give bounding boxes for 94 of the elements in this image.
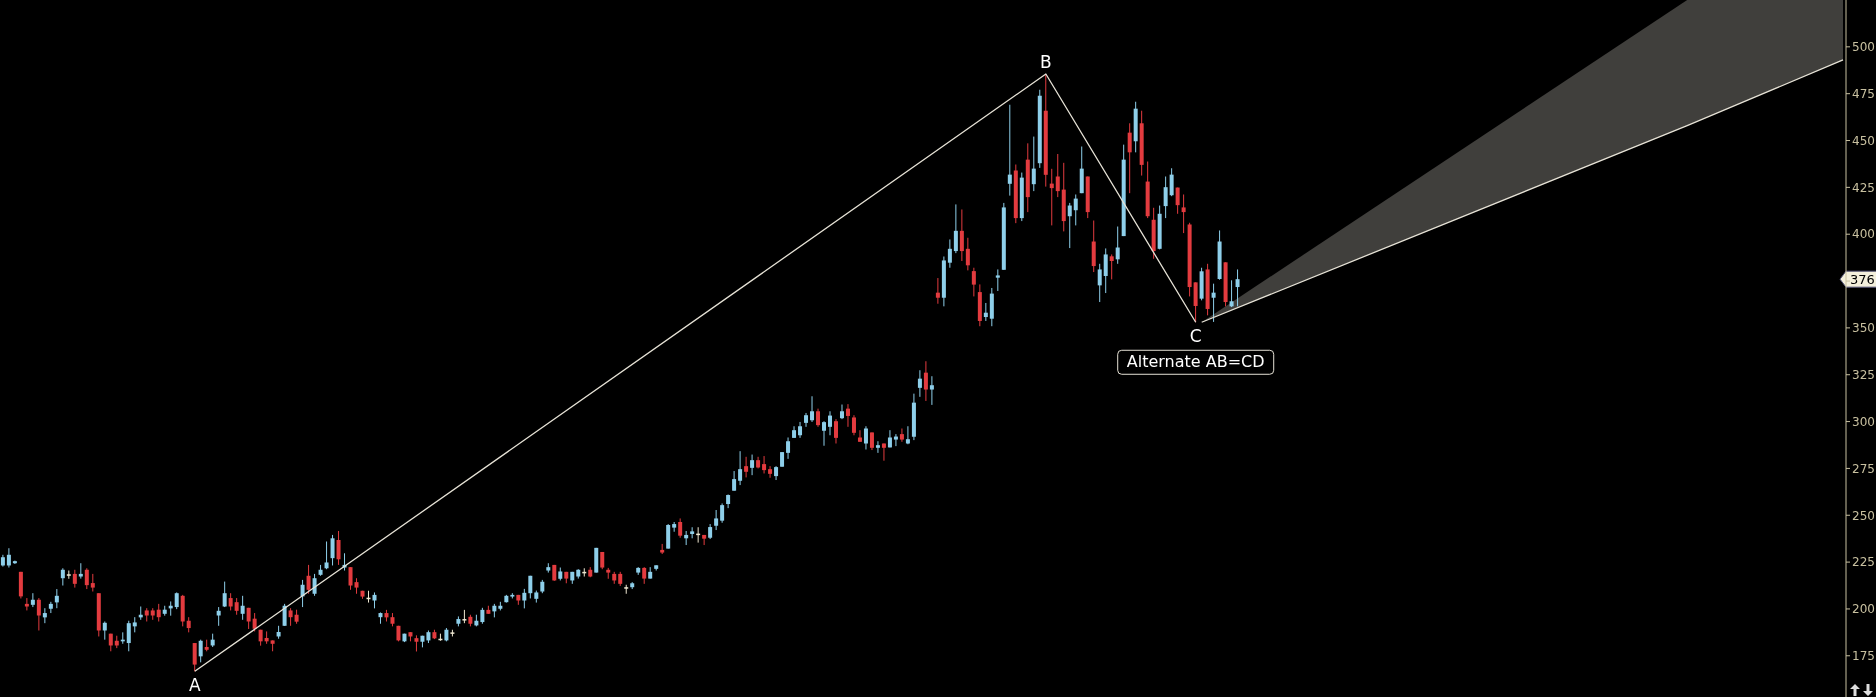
candlestick: [84, 567, 89, 590]
candlestick: [917, 369, 922, 398]
candlestick: [810, 395, 815, 423]
text: 376: [1850, 272, 1875, 288]
candlestick: [816, 408, 821, 428]
candlestick: [1211, 283, 1216, 323]
candlestick: [947, 238, 952, 269]
candlestick: [348, 566, 353, 591]
candlestick: [762, 455, 767, 474]
candlestick: [198, 639, 203, 663]
candlestick: [744, 456, 749, 478]
candlestick: [30, 592, 35, 608]
y-tick-label: 325: [1852, 367, 1875, 382]
candlestick: [953, 203, 958, 254]
candlestick: [522, 588, 527, 609]
candlestick: [1097, 263, 1102, 303]
candlestick: [1055, 153, 1060, 198]
candlestick: [330, 534, 335, 566]
candlestick: [282, 603, 287, 627]
candlestick: [828, 410, 832, 436]
candlestick: [929, 375, 934, 406]
candlestick: [845, 403, 850, 428]
y-tick-label: 400: [1852, 227, 1875, 242]
candlestick: [834, 418, 838, 444]
y-tick-label: 300: [1852, 414, 1875, 429]
candlestick: [666, 523, 671, 550]
candlestick: [905, 425, 910, 445]
candlestick: [324, 540, 329, 570]
candlestick: [786, 437, 791, 460]
candlestick: [126, 620, 131, 652]
candlestick: [1175, 187, 1180, 215]
candlestick: [42, 607, 47, 624]
candlestick: [923, 360, 928, 402]
candlestick: [738, 450, 743, 486]
y-tick-label: 425: [1852, 180, 1875, 195]
candlestick: [1235, 268, 1240, 307]
candlestick: [714, 509, 719, 531]
y-tick-label: 200: [1852, 602, 1875, 617]
candlestick: [732, 470, 737, 492]
candlestick: [720, 502, 725, 524]
candlestick: [1229, 279, 1234, 308]
candlestick: [1127, 122, 1132, 194]
candlestick: [1031, 136, 1036, 192]
y-tick-label: 250: [1852, 508, 1875, 523]
candlestick: [875, 440, 880, 454]
y-tick-label: 225: [1852, 555, 1875, 570]
candlestick: [240, 595, 245, 621]
y-tick-label: 275: [1852, 461, 1875, 476]
candlestick: [959, 208, 964, 262]
candlestick: [1109, 253, 1114, 280]
candlestick: [702, 534, 707, 546]
y-tick-label: 500: [1852, 40, 1875, 55]
candlestick: [102, 620, 107, 641]
candlestick: [336, 530, 341, 566]
candlestick: [1073, 193, 1078, 226]
candlestick: [899, 428, 904, 443]
candlestick: [6, 547, 11, 569]
candlestick: [935, 277, 940, 305]
candlestick: [750, 454, 755, 476]
candlestick: [822, 420, 827, 447]
candlestick: [893, 433, 898, 447]
candlestick: [768, 465, 773, 479]
annotation: C: [1189, 326, 1202, 347]
candlestick: [863, 425, 868, 450]
candlestick: [851, 414, 856, 436]
candlestick: [1103, 247, 1108, 294]
candlestick: [24, 597, 29, 611]
candlestick: [222, 581, 227, 608]
candlestick: [306, 564, 311, 595]
candlestick: [857, 429, 862, 443]
candlestick: [1163, 176, 1168, 219]
candlestick: [839, 404, 844, 420]
candlestick: [36, 597, 41, 631]
candlestick: [1115, 226, 1120, 265]
y-tick-label: 175: [1852, 649, 1875, 664]
candlestick: [965, 237, 970, 271]
candlestick: [995, 268, 1000, 292]
candlestick: [1181, 193, 1186, 234]
candlestick: [1169, 167, 1174, 197]
annotation: B: [1040, 52, 1052, 73]
y-tick-label: 450: [1852, 133, 1875, 148]
annotation: Alternate AB=CD: [1126, 352, 1265, 372]
candlestick: [192, 642, 197, 672]
candlestick: [1193, 281, 1198, 323]
candlestick: [1007, 104, 1012, 197]
candlestick: [971, 267, 976, 297]
candlestick: [1067, 202, 1072, 249]
y-tick-label: 475: [1852, 86, 1875, 101]
candlestick: [881, 442, 886, 462]
candlestick: [54, 588, 59, 609]
candlestick: [252, 612, 257, 632]
annotation: A: [188, 675, 201, 696]
candlestick: [678, 517, 683, 539]
y-tick-label: 350: [1852, 321, 1875, 336]
